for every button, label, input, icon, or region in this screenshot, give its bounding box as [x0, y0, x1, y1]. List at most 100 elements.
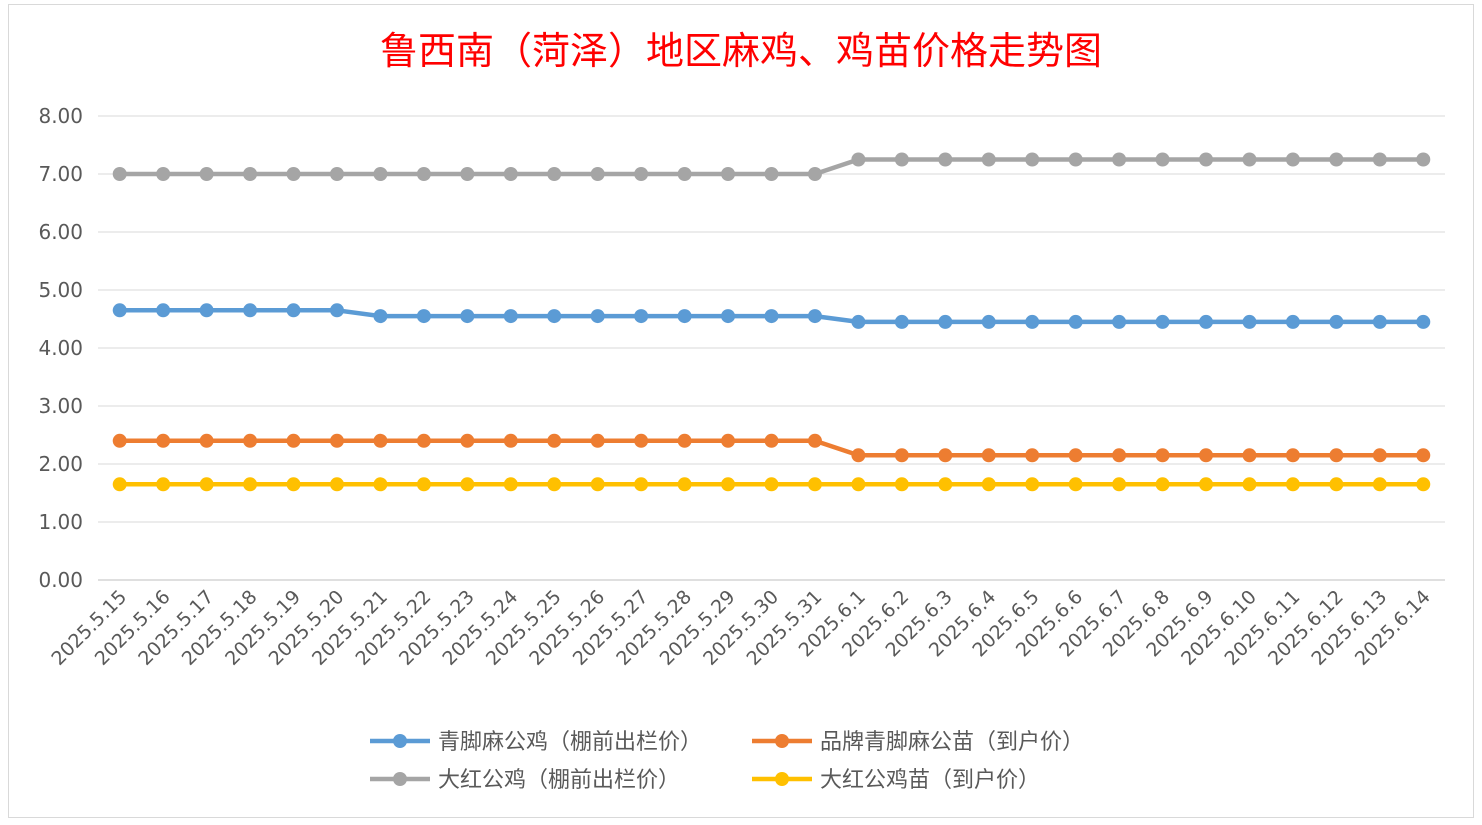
data-point: [199, 167, 214, 181]
data-point: [1329, 314, 1344, 329]
data-point: [938, 152, 953, 167]
series-1: [112, 303, 1431, 329]
legend-item-2[interactable]: 品牌青脚麻公苗（到户价）: [752, 730, 1084, 755]
legend-item-1[interactable]: 青脚麻公鸡（棚前出栏价）: [370, 730, 702, 755]
data-point: [851, 152, 866, 167]
legend[interactable]: 青脚麻公鸡（棚前出栏价） 品牌青脚麻公苗（到户价） 大红公鸡（棚前出栏价） 大红公鸡苗…: [370, 730, 1084, 793]
y-tick-label: 0.00: [38, 568, 83, 592]
data-point: [1068, 314, 1083, 329]
y-tick-label: 2.00: [38, 452, 83, 476]
data-point: [1416, 314, 1431, 329]
data-point: [416, 167, 431, 181]
legend-item-4[interactable]: 大红公鸡苗（到户价）: [752, 768, 1040, 793]
data-point: [1112, 477, 1127, 492]
data-point: [807, 433, 822, 448]
data-point: [156, 433, 171, 448]
data-point: [243, 303, 258, 318]
data-point: [981, 152, 996, 167]
data-point: [981, 448, 996, 463]
data-point: [286, 477, 301, 492]
data-point: [199, 433, 214, 448]
data-point: [677, 433, 692, 448]
y-tick-label: 4.00: [38, 336, 83, 360]
data-point: [156, 477, 171, 492]
data-point: [634, 477, 649, 492]
data-point: [1199, 314, 1214, 329]
legend-swatch-marker: [393, 772, 407, 786]
data-point: [807, 477, 822, 492]
data-point: [286, 303, 301, 318]
y-tick-label: 6.00: [38, 220, 83, 244]
data-point: [721, 477, 736, 492]
legend-label: 大红公鸡苗（到户价）: [820, 768, 1040, 793]
data-point: [1329, 477, 1344, 492]
y-tick-label: 8.00: [38, 104, 83, 128]
data-point: [503, 167, 518, 181]
data-point: [503, 309, 518, 324]
data-point: [329, 477, 344, 492]
data-point: [1155, 448, 1170, 463]
data-point: [634, 309, 649, 324]
data-point: [1112, 314, 1127, 329]
data-point: [807, 309, 822, 324]
data-point: [1068, 448, 1083, 463]
data-point: [1329, 448, 1344, 463]
data-point: [503, 477, 518, 492]
data-point: [677, 309, 692, 324]
y-axis: 0.00 1.00 2.00 3.00 4.00 5.00 6.00 7.00 8.00: [38, 104, 83, 592]
data-point: [460, 309, 475, 324]
data-point: [894, 152, 909, 167]
data-point: [677, 477, 692, 492]
series-2: [112, 433, 1431, 463]
data-point: [1372, 477, 1387, 492]
y-tick-label: 7.00: [38, 162, 83, 186]
series-layer: [112, 152, 1431, 492]
data-point: [721, 309, 736, 324]
data-point: [156, 167, 171, 181]
chart-frame: [8, 4, 1474, 818]
data-point: [286, 167, 301, 181]
data-point: [503, 433, 518, 448]
data-point: [1416, 152, 1431, 167]
data-point: [1372, 448, 1387, 463]
data-point: [1285, 448, 1300, 463]
data-point: [1025, 477, 1040, 492]
data-point: [460, 167, 475, 181]
data-point: [547, 167, 562, 181]
data-point: [894, 448, 909, 463]
data-point: [112, 167, 127, 181]
data-point: [416, 433, 431, 448]
data-point: [460, 477, 475, 492]
legend-item-3[interactable]: 大红公鸡（棚前出栏价）: [370, 768, 680, 793]
data-point: [677, 167, 692, 181]
data-point: [1242, 152, 1257, 167]
data-point: [112, 303, 127, 318]
data-point: [590, 433, 605, 448]
data-point: [1025, 152, 1040, 167]
data-point: [156, 303, 171, 318]
legend-swatch-marker: [393, 734, 407, 748]
data-point: [1068, 152, 1083, 167]
data-point: [547, 477, 562, 492]
data-point: [1329, 152, 1344, 167]
data-point: [1155, 314, 1170, 329]
data-point: [1025, 448, 1040, 463]
data-point: [199, 303, 214, 318]
data-point: [547, 309, 562, 324]
data-point: [634, 433, 649, 448]
data-point: [1242, 448, 1257, 463]
data-point: [1242, 314, 1257, 329]
data-point: [938, 314, 953, 329]
data-point: [1416, 448, 1431, 463]
data-point: [1112, 448, 1127, 463]
data-point: [894, 477, 909, 492]
data-point: [1372, 314, 1387, 329]
data-point: [1199, 152, 1214, 167]
data-point: [373, 433, 388, 448]
data-point: [373, 477, 388, 492]
data-point: [373, 167, 388, 181]
data-point: [590, 477, 605, 492]
data-point: [329, 433, 344, 448]
data-point: [851, 448, 866, 463]
